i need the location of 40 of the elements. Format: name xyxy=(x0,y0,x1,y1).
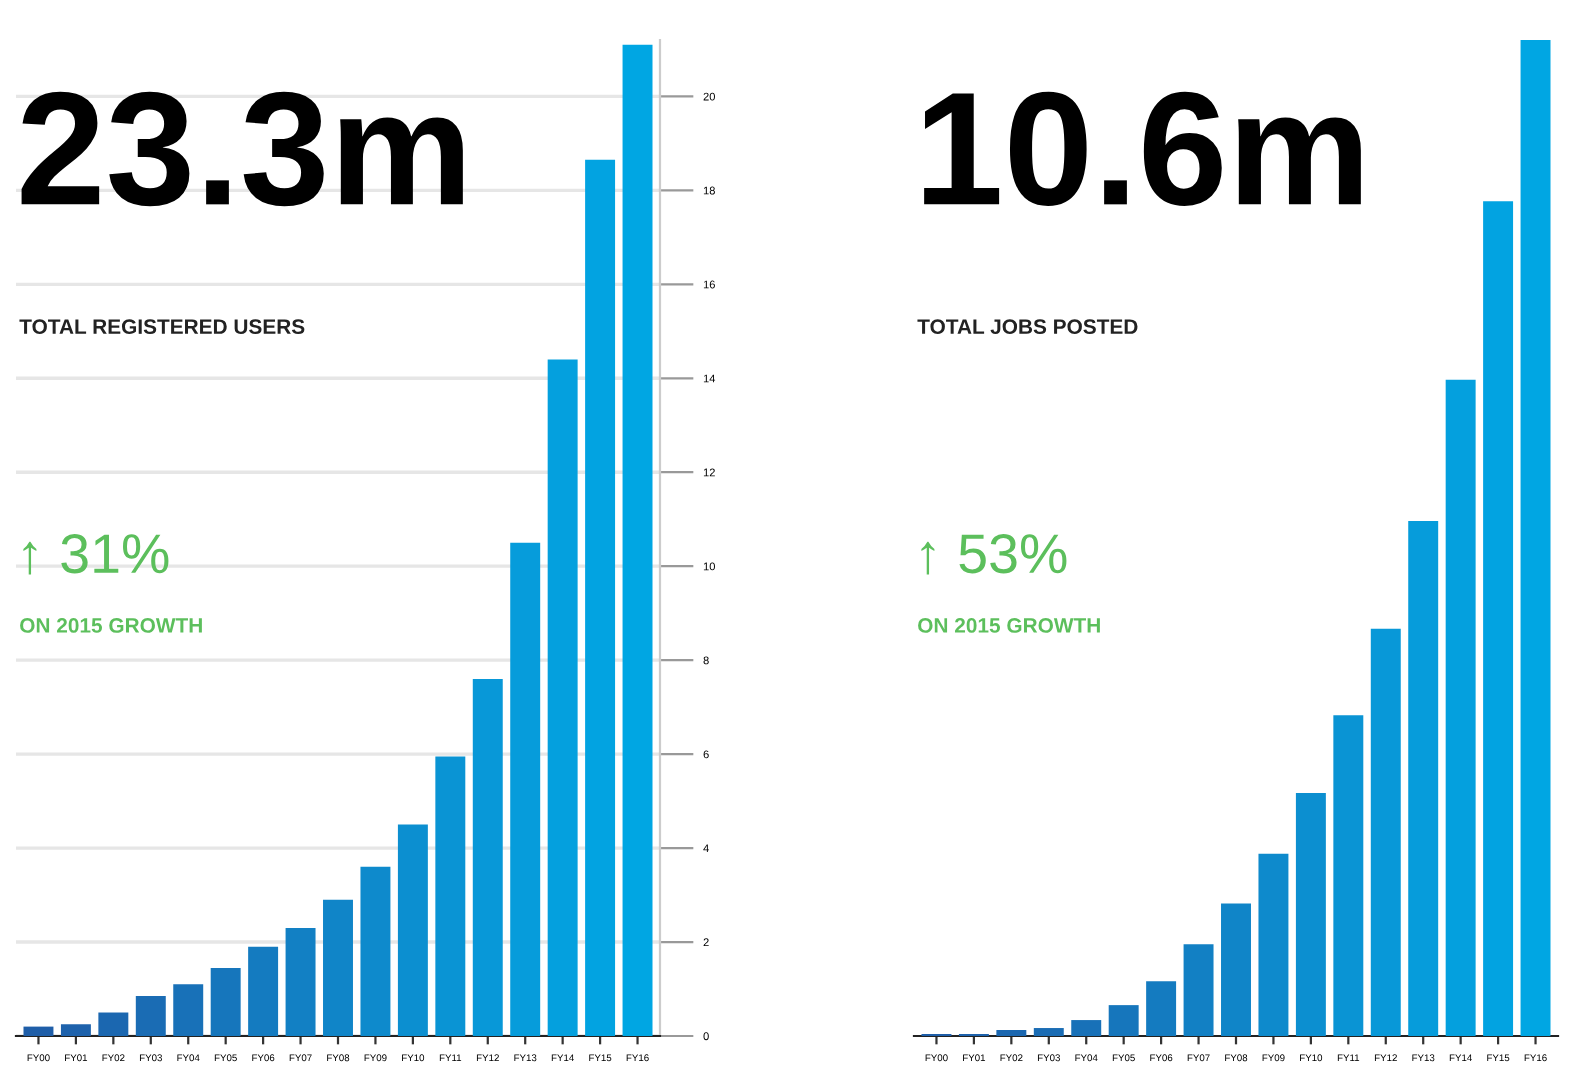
bar xyxy=(622,44,653,1036)
bar xyxy=(210,967,241,1036)
bar xyxy=(1408,521,1439,1036)
bar xyxy=(1033,1028,1064,1036)
bar xyxy=(1520,40,1551,1036)
bar xyxy=(285,927,316,1036)
bar xyxy=(585,159,616,1036)
bar xyxy=(510,542,541,1036)
bar xyxy=(1333,715,1364,1036)
bar xyxy=(1221,903,1251,1036)
bar xyxy=(1071,1020,1102,1036)
annotation: ↑ 31% xyxy=(23,534,169,575)
bar xyxy=(248,946,279,1036)
bar xyxy=(1183,944,1214,1036)
bar xyxy=(435,756,466,1036)
bar xyxy=(996,1030,1027,1036)
chart-title: 10.6m xyxy=(924,91,1361,206)
annotation: ON 2015 GROWTH xyxy=(20,618,202,633)
bar xyxy=(173,984,204,1036)
bar xyxy=(1258,853,1289,1036)
text: TOTAL JOBS POSTED xyxy=(917,319,1138,335)
bar xyxy=(1108,1005,1139,1036)
bar xyxy=(397,824,428,1036)
bar xyxy=(1295,792,1326,1036)
bar xyxy=(547,359,578,1036)
bar xyxy=(360,866,391,1036)
text: TOTAL REGISTERED USERS xyxy=(19,319,305,335)
annotation: ↑ 53% xyxy=(921,534,1067,575)
bar xyxy=(98,1012,129,1036)
bar xyxy=(1483,201,1514,1036)
bar xyxy=(23,1026,54,1036)
chart-title: 23.3m xyxy=(21,91,463,207)
bar xyxy=(60,1024,91,1036)
annotation: ON 2015 GROWTH xyxy=(918,618,1100,633)
bar xyxy=(1146,981,1177,1036)
bar xyxy=(135,996,166,1036)
bar xyxy=(1370,628,1401,1036)
bar xyxy=(472,678,503,1036)
bar xyxy=(1445,379,1476,1036)
bar xyxy=(323,899,353,1036)
